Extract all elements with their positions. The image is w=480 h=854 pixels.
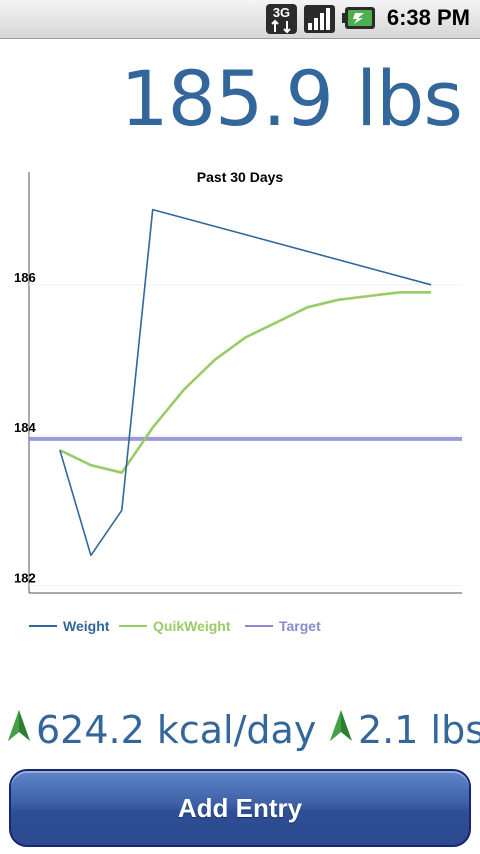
battery-charging-icon bbox=[342, 7, 375, 29]
legend-entry: Target bbox=[279, 618, 321, 634]
y-tick-label: 182 bbox=[14, 570, 36, 585]
signal-strength-icon bbox=[304, 5, 335, 33]
legend-entry: QuikWeight bbox=[153, 618, 231, 634]
svg-text:3G: 3G bbox=[273, 5, 290, 20]
series-line-weight bbox=[59, 208, 432, 557]
legend-entry: Weight bbox=[63, 618, 110, 634]
current-weight: 185.9 lbs bbox=[120, 54, 463, 143]
add-entry-button[interactable]: Add Entry bbox=[9, 769, 471, 847]
series-line-quikweight bbox=[59, 291, 432, 475]
weight-change-value: 2.1 lbs bbox=[358, 708, 480, 752]
up-arrow-icon bbox=[8, 710, 30, 741]
status-bar: 3G 6:38 PM bbox=[0, 0, 480, 39]
y-tick-label: 186 bbox=[14, 270, 36, 285]
add-entry-label: Add Entry bbox=[177, 792, 303, 823]
3g-data-icon: 3G bbox=[266, 4, 297, 34]
up-arrow-icon bbox=[330, 710, 352, 741]
chart-title: Past 30 Days bbox=[197, 169, 284, 185]
calorie-value: 624.2 kcal/day bbox=[36, 708, 317, 752]
y-tick-label: 184 bbox=[14, 420, 36, 435]
status-time: 6:38 PM bbox=[386, 5, 470, 30]
weight-chart: Past 30 Days 182 184 186 Weight QuikWeight Tar… bbox=[14, 169, 462, 634]
